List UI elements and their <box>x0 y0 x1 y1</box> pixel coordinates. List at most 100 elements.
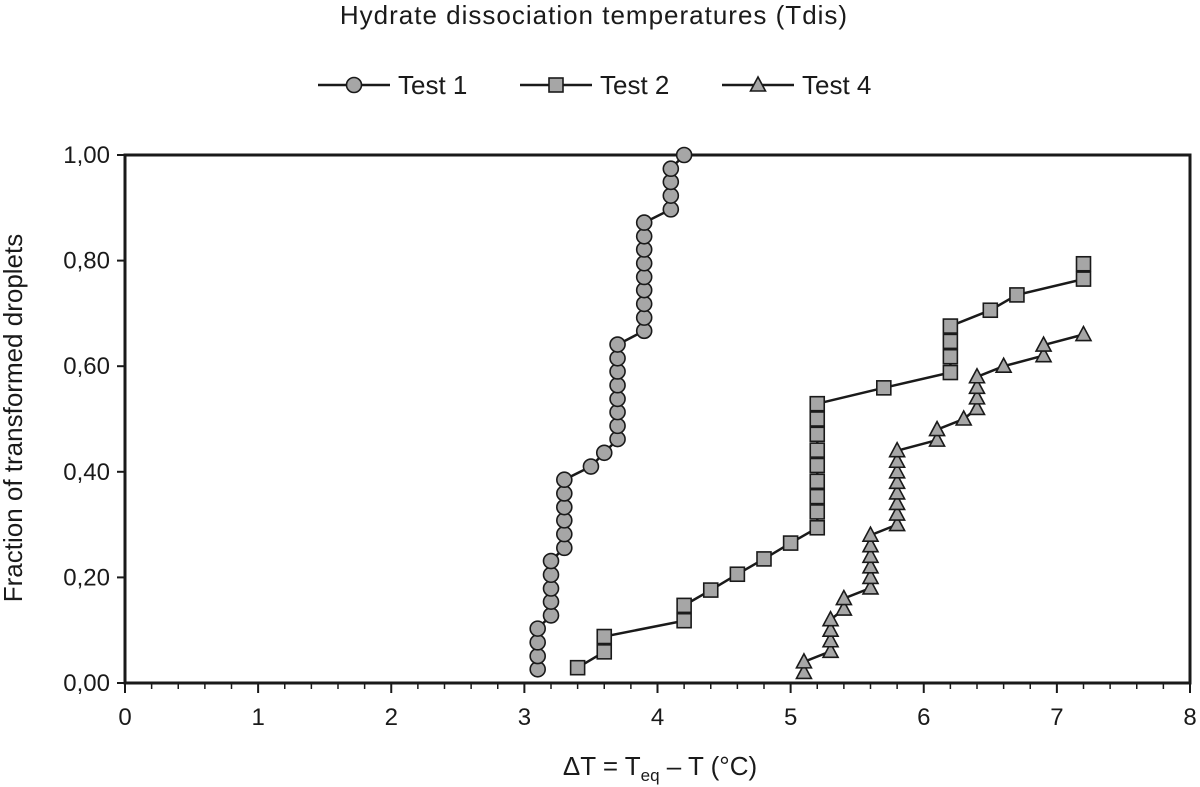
x-tick-label: 1 <box>251 704 264 731</box>
data-point-test-1 <box>556 471 573 489</box>
data-point-test-4 <box>954 409 973 426</box>
legend-item-test-1: Test 1 <box>318 70 467 100</box>
data-point-test-4 <box>861 557 880 574</box>
data-point-test-1 <box>542 552 560 570</box>
y-tick-label: 0,40 <box>63 459 110 486</box>
x-tick-label: 6 <box>917 704 930 731</box>
legend-label: Test 1 <box>398 70 467 100</box>
data-point-test-2 <box>942 348 959 365</box>
series-line-test-4 <box>802 333 1084 673</box>
chart-title: Hydrate dissociation temperatures (Tdis) <box>340 0 848 30</box>
x-tick-label: 4 <box>651 704 664 731</box>
x-tick-label: 0 <box>118 704 131 731</box>
data-point-test-4 <box>888 462 906 479</box>
legend-label: Test 4 <box>802 70 871 100</box>
data-point-test-2 <box>809 411 826 427</box>
data-point-test-1 <box>542 580 560 597</box>
data-point-test-2 <box>1009 287 1025 303</box>
data-point-test-2 <box>782 535 799 551</box>
legend-label: Test 2 <box>600 70 669 100</box>
data-point-test-2 <box>876 380 892 396</box>
y-tick-label: 0,80 <box>63 248 110 275</box>
data-point-test-2 <box>809 426 826 443</box>
x-axis-label-main: ΔT = T <box>563 751 641 781</box>
series-test-1 <box>529 146 693 678</box>
y-tick-label: 1,00 <box>63 142 110 169</box>
data-point-test-4 <box>888 514 906 532</box>
x-tick-label: 8 <box>1183 704 1196 731</box>
legend-marker <box>345 76 363 94</box>
data-point-test-4 <box>821 631 840 648</box>
y-axis: 0,00 0,20 0,40 0,60 0,80 1,00 <box>63 142 125 697</box>
data-point-test-1 <box>529 634 546 651</box>
data-point-test-2 <box>1075 255 1092 272</box>
data-point-test-2 <box>1075 271 1092 287</box>
data-point-test-4 <box>968 367 986 384</box>
data-point-test-2 <box>809 457 826 474</box>
data-point-test-2 <box>756 551 772 567</box>
y-axis-label: Fraction of transformed droplets <box>0 234 28 603</box>
data-point-test-1 <box>609 417 626 435</box>
data-point-test-1 <box>582 458 600 475</box>
x-axis: 0 1 2 3 4 5 6 7 8 <box>118 683 1197 731</box>
data-point-test-1 <box>635 309 653 326</box>
data-point-test-4 <box>928 430 946 447</box>
data-point-test-1 <box>635 268 653 286</box>
legend-marker <box>548 77 564 93</box>
data-point-test-1 <box>529 620 546 637</box>
data-point-test-2 <box>809 395 826 412</box>
data-point-test-2 <box>942 364 959 381</box>
data-point-test-1 <box>556 539 573 557</box>
data-point-test-4 <box>821 609 840 627</box>
data-point-test-1 <box>609 390 626 408</box>
data-point-test-2 <box>676 612 692 629</box>
data-point-test-4 <box>861 567 880 585</box>
data-point-test-2 <box>596 644 613 660</box>
data-point-test-1 <box>635 254 653 272</box>
data-point-test-1 <box>662 201 680 218</box>
data-point-test-1 <box>542 566 560 584</box>
data-point-test-4 <box>968 377 986 395</box>
data-point-test-4 <box>795 652 813 669</box>
x-tick-label: 7 <box>1050 704 1063 731</box>
data-point-test-1 <box>542 607 560 624</box>
data-point-test-1 <box>556 525 573 543</box>
x-axis-label-sub: eq <box>641 766 660 785</box>
data-point-test-2 <box>729 566 746 583</box>
data-point-test-1 <box>609 349 626 367</box>
data-point-test-1 <box>595 444 613 462</box>
data-point-test-2 <box>809 442 826 458</box>
data-point-test-4 <box>968 398 986 416</box>
data-point-test-4 <box>861 578 880 595</box>
data-point-test-1 <box>556 498 573 516</box>
data-point-test-2 <box>942 318 959 334</box>
data-point-test-1 <box>635 228 653 245</box>
data-point-test-4 <box>795 662 813 680</box>
plot-frame <box>123 153 1192 685</box>
x-axis-label: ΔT = Teq – T (°C) <box>563 751 757 785</box>
x-tick-label: 2 <box>385 704 398 731</box>
series-line-test-2 <box>576 263 1085 669</box>
x-tick-label: 3 <box>518 704 531 731</box>
series-test-2 <box>569 255 1092 676</box>
data-point-test-4 <box>1074 324 1093 342</box>
data-point-test-1 <box>609 376 626 394</box>
data-point-test-2 <box>809 519 826 536</box>
data-point-test-4 <box>861 536 880 553</box>
data-point-test-4 <box>1034 335 1053 352</box>
data-point-test-2 <box>569 659 586 676</box>
data-point-test-1 <box>529 647 546 665</box>
data-point-test-4 <box>888 451 906 469</box>
data-point-test-4 <box>821 641 840 659</box>
data-point-test-2 <box>809 504 826 520</box>
data-point-test-4 <box>928 419 946 437</box>
series-test-4 <box>795 324 1093 680</box>
data-point-test-4 <box>835 588 853 606</box>
data-point-test-4 <box>888 493 906 511</box>
data-point-test-4 <box>888 440 906 458</box>
data-point-test-4 <box>861 525 880 542</box>
y-tick-label: 0,20 <box>63 564 110 591</box>
x-axis-label-rest: – T (°C) <box>660 751 758 781</box>
data-point-test-4 <box>994 356 1013 374</box>
